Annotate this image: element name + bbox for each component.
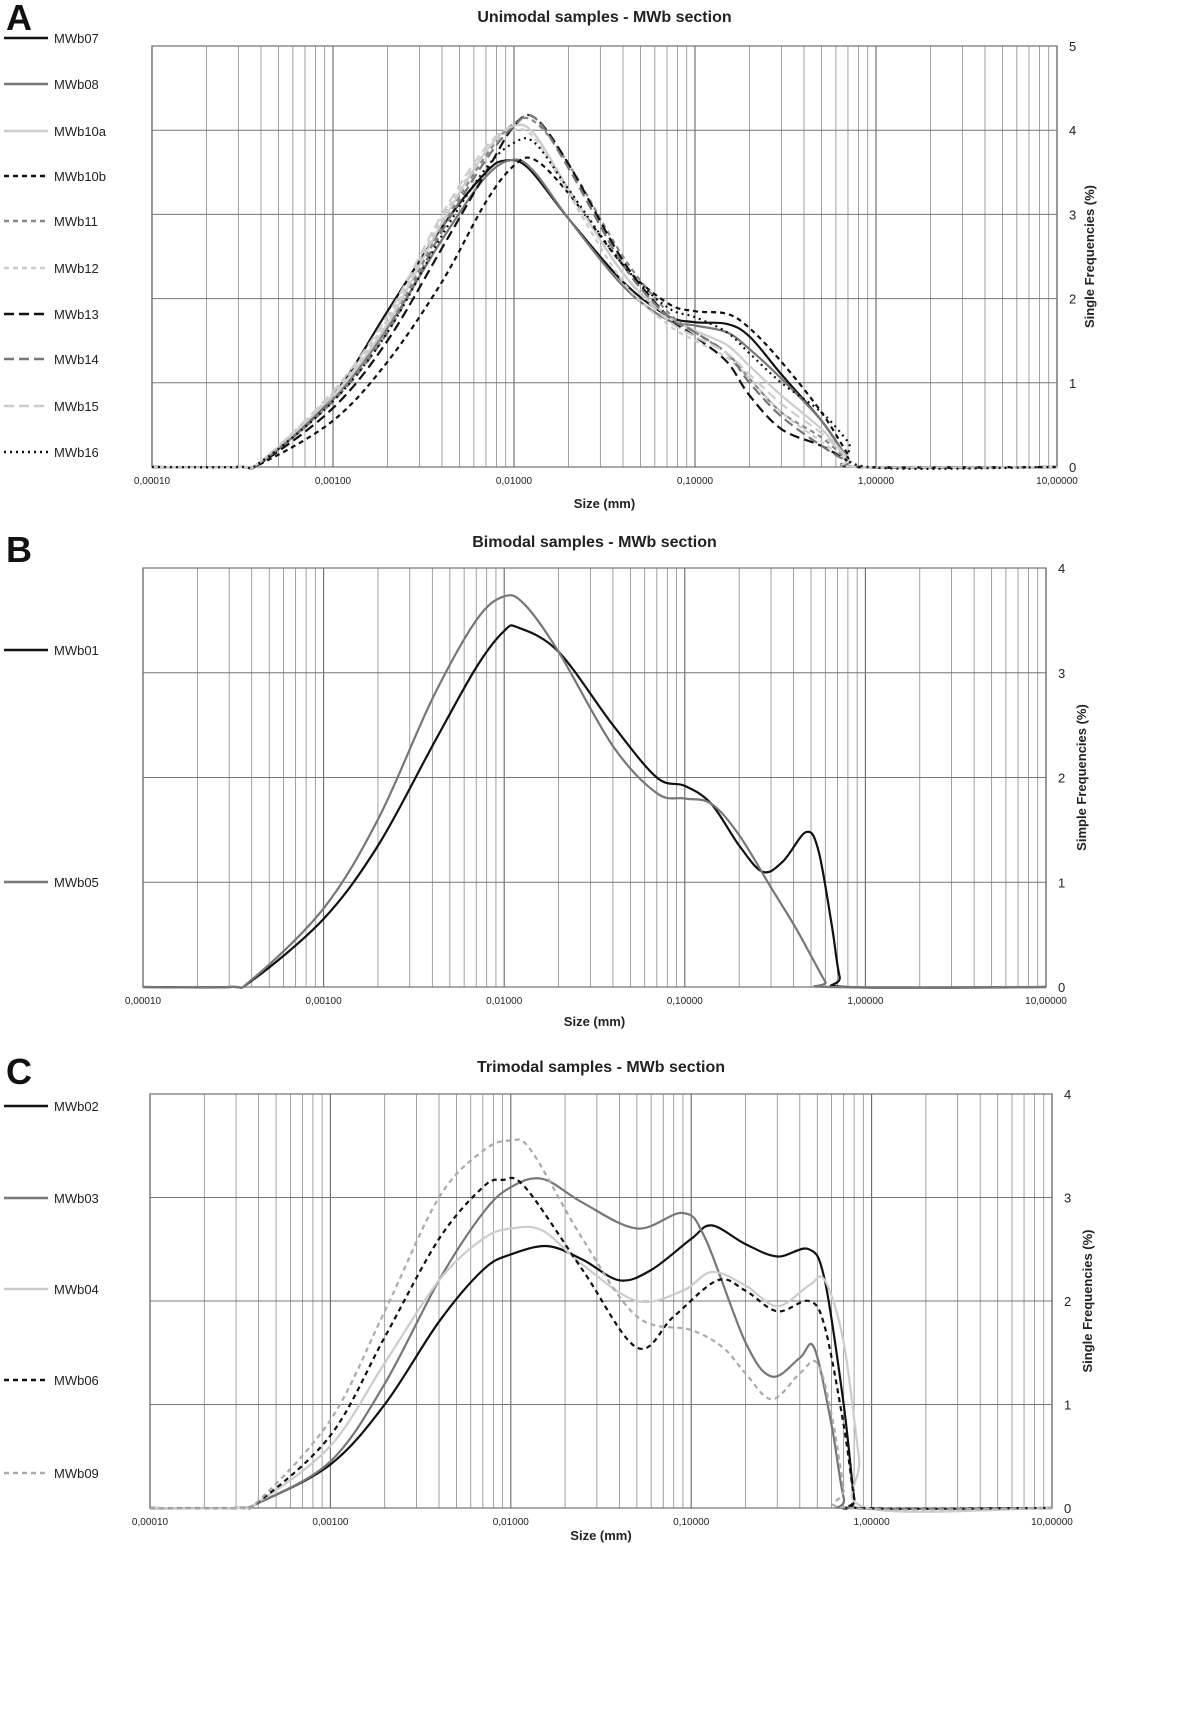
legend-label: MWb10b	[54, 169, 106, 184]
y-axis-label: Simple Frequencies (%)	[1074, 704, 1089, 851]
x-tick-label: 1,00000	[858, 476, 895, 487]
plot-area	[151, 45, 1058, 468]
y-tick-label: 5	[1069, 39, 1076, 54]
x-tick-label: 0,00010	[125, 996, 162, 1007]
x-tick-label: 0,10000	[673, 1517, 710, 1528]
y-axis-label: Single Frequencies (%)	[1082, 185, 1097, 328]
legend-label: MWb06	[54, 1373, 99, 1388]
legend-label: MWb04	[54, 1282, 99, 1297]
series-line-mwb01	[142, 624, 1047, 989]
y-tick-label: 1	[1069, 376, 1076, 391]
legend-item: MWb09	[4, 1466, 99, 1481]
x-tick-label: 1,00000	[847, 996, 884, 1007]
series-line-mwb13	[151, 113, 1058, 470]
legend-item: MWb10a	[4, 124, 107, 139]
x-tick-label: 0,00010	[132, 1517, 169, 1528]
series-line-mwb08	[151, 158, 1058, 470]
x-axis-label: Size (mm)	[570, 1528, 631, 1543]
legend-item: MWb13	[4, 307, 99, 322]
y-tick-label: 4	[1058, 561, 1065, 576]
x-tick-label: 0,10000	[677, 476, 714, 487]
legend-label: MWb07	[54, 31, 99, 46]
chart-title: Unimodal samples - MWb section	[477, 9, 731, 26]
x-tick-label: 0,00100	[312, 1517, 349, 1528]
series-line-mwb05	[142, 594, 1047, 989]
legend-label: MWb01	[54, 643, 99, 658]
legend-label: MWb13	[54, 307, 99, 322]
legend-label: MWb08	[54, 77, 99, 92]
series-line-mwb02	[149, 1224, 1053, 1510]
legend-label: MWb14	[54, 352, 99, 367]
x-tick-label: 0,01000	[486, 996, 523, 1007]
series-line-mwb04	[149, 1225, 1053, 1513]
chart-panel-b: B Bimodal samples - MWb section 0,00010 0,0…	[4, 529, 1089, 1029]
y-tick-label: 3	[1058, 666, 1065, 681]
panel-letter: B	[6, 529, 32, 570]
y-tick-label: 0	[1069, 460, 1076, 475]
legend-item: MWb06	[4, 1373, 99, 1388]
chart-panel-a: A Unimodal samples - MWb section 0,00010 0,…	[4, 0, 1097, 511]
legend-item: MWb05	[4, 875, 99, 890]
series-line-mwb15	[151, 123, 1058, 470]
legend-item: MWb04	[4, 1282, 99, 1297]
x-tick-label: 0,00100	[315, 476, 352, 487]
series-line-mwb12	[151, 128, 1058, 470]
x-tick-label: 0,01000	[493, 1517, 530, 1528]
x-axis-label: Size (mm)	[564, 1014, 625, 1029]
y-tick-label: 0	[1058, 980, 1065, 995]
chart-panel-c: C Trimodal samples - MWb section 0,00010 0,…	[4, 1051, 1095, 1543]
y-tick-label: 2	[1069, 292, 1076, 307]
legend-label: MWb05	[54, 875, 99, 890]
legend-item: MWb03	[4, 1191, 99, 1206]
series-line-mwb10b	[151, 156, 1058, 470]
panel-letter: C	[6, 1051, 32, 1092]
y-tick-label: 3	[1069, 207, 1076, 222]
legend-label: MWb11	[54, 214, 98, 229]
x-tick-label: 0,00010	[134, 476, 171, 487]
y-tick-label: 4	[1069, 123, 1076, 138]
chart-title: Bimodal samples - MWb section	[472, 534, 716, 551]
legend-item: MWb01	[4, 643, 99, 658]
x-axis-label: Size (mm)	[574, 496, 635, 511]
legend-item: MWb15	[4, 399, 99, 414]
x-tick-label: 0,01000	[496, 476, 533, 487]
x-tick-label: 10,00000	[1025, 996, 1067, 1007]
x-tick-label: 0,10000	[667, 996, 704, 1007]
x-tick-label: 0,00100	[306, 996, 343, 1007]
x-tick-label: 1,00000	[854, 1517, 891, 1528]
legend-item: MWb12	[4, 261, 99, 276]
legend-item: MWb16	[4, 445, 99, 460]
y-tick-label: 1	[1058, 875, 1065, 890]
chart-title: Trimodal samples - MWb section	[477, 1059, 725, 1076]
legend-item: MWb14	[4, 352, 99, 367]
legend-item: MWb10b	[4, 169, 106, 184]
legend-item: MWb07	[4, 31, 99, 46]
series-line-mwb14	[151, 113, 1058, 470]
legend-item: MWb11	[4, 214, 98, 229]
series-line-mwb03	[149, 1177, 1053, 1510]
legend-label: MWb10a	[54, 124, 107, 139]
legend-item: MWb08	[4, 77, 99, 92]
x-tick-label: 10,00000	[1036, 476, 1078, 487]
x-tick-label: 10,00000	[1031, 1517, 1073, 1528]
y-tick-label: 1	[1064, 1398, 1071, 1413]
legend-label: MWb09	[54, 1466, 99, 1481]
y-tick-label: 4	[1064, 1087, 1071, 1102]
legend-item: MWb02	[4, 1099, 99, 1114]
legend-label: MWb12	[54, 261, 99, 276]
legend-label: MWb02	[54, 1099, 99, 1114]
legend-label: MWb03	[54, 1191, 99, 1206]
y-tick-label: 2	[1058, 771, 1065, 786]
series-line-mwb16	[151, 137, 1058, 470]
y-tick-label: 2	[1064, 1294, 1071, 1309]
series-line-mwb09	[149, 1138, 1053, 1511]
y-tick-label: 3	[1064, 1191, 1071, 1206]
legend-label: MWb16	[54, 445, 99, 460]
y-axis-label: Single Frequencies (%)	[1080, 1229, 1095, 1372]
legend-label: MWb15	[54, 399, 99, 414]
panel-letter: A	[6, 0, 32, 38]
series-line-mwb06	[149, 1176, 1053, 1511]
y-tick-label: 0	[1064, 1501, 1071, 1516]
